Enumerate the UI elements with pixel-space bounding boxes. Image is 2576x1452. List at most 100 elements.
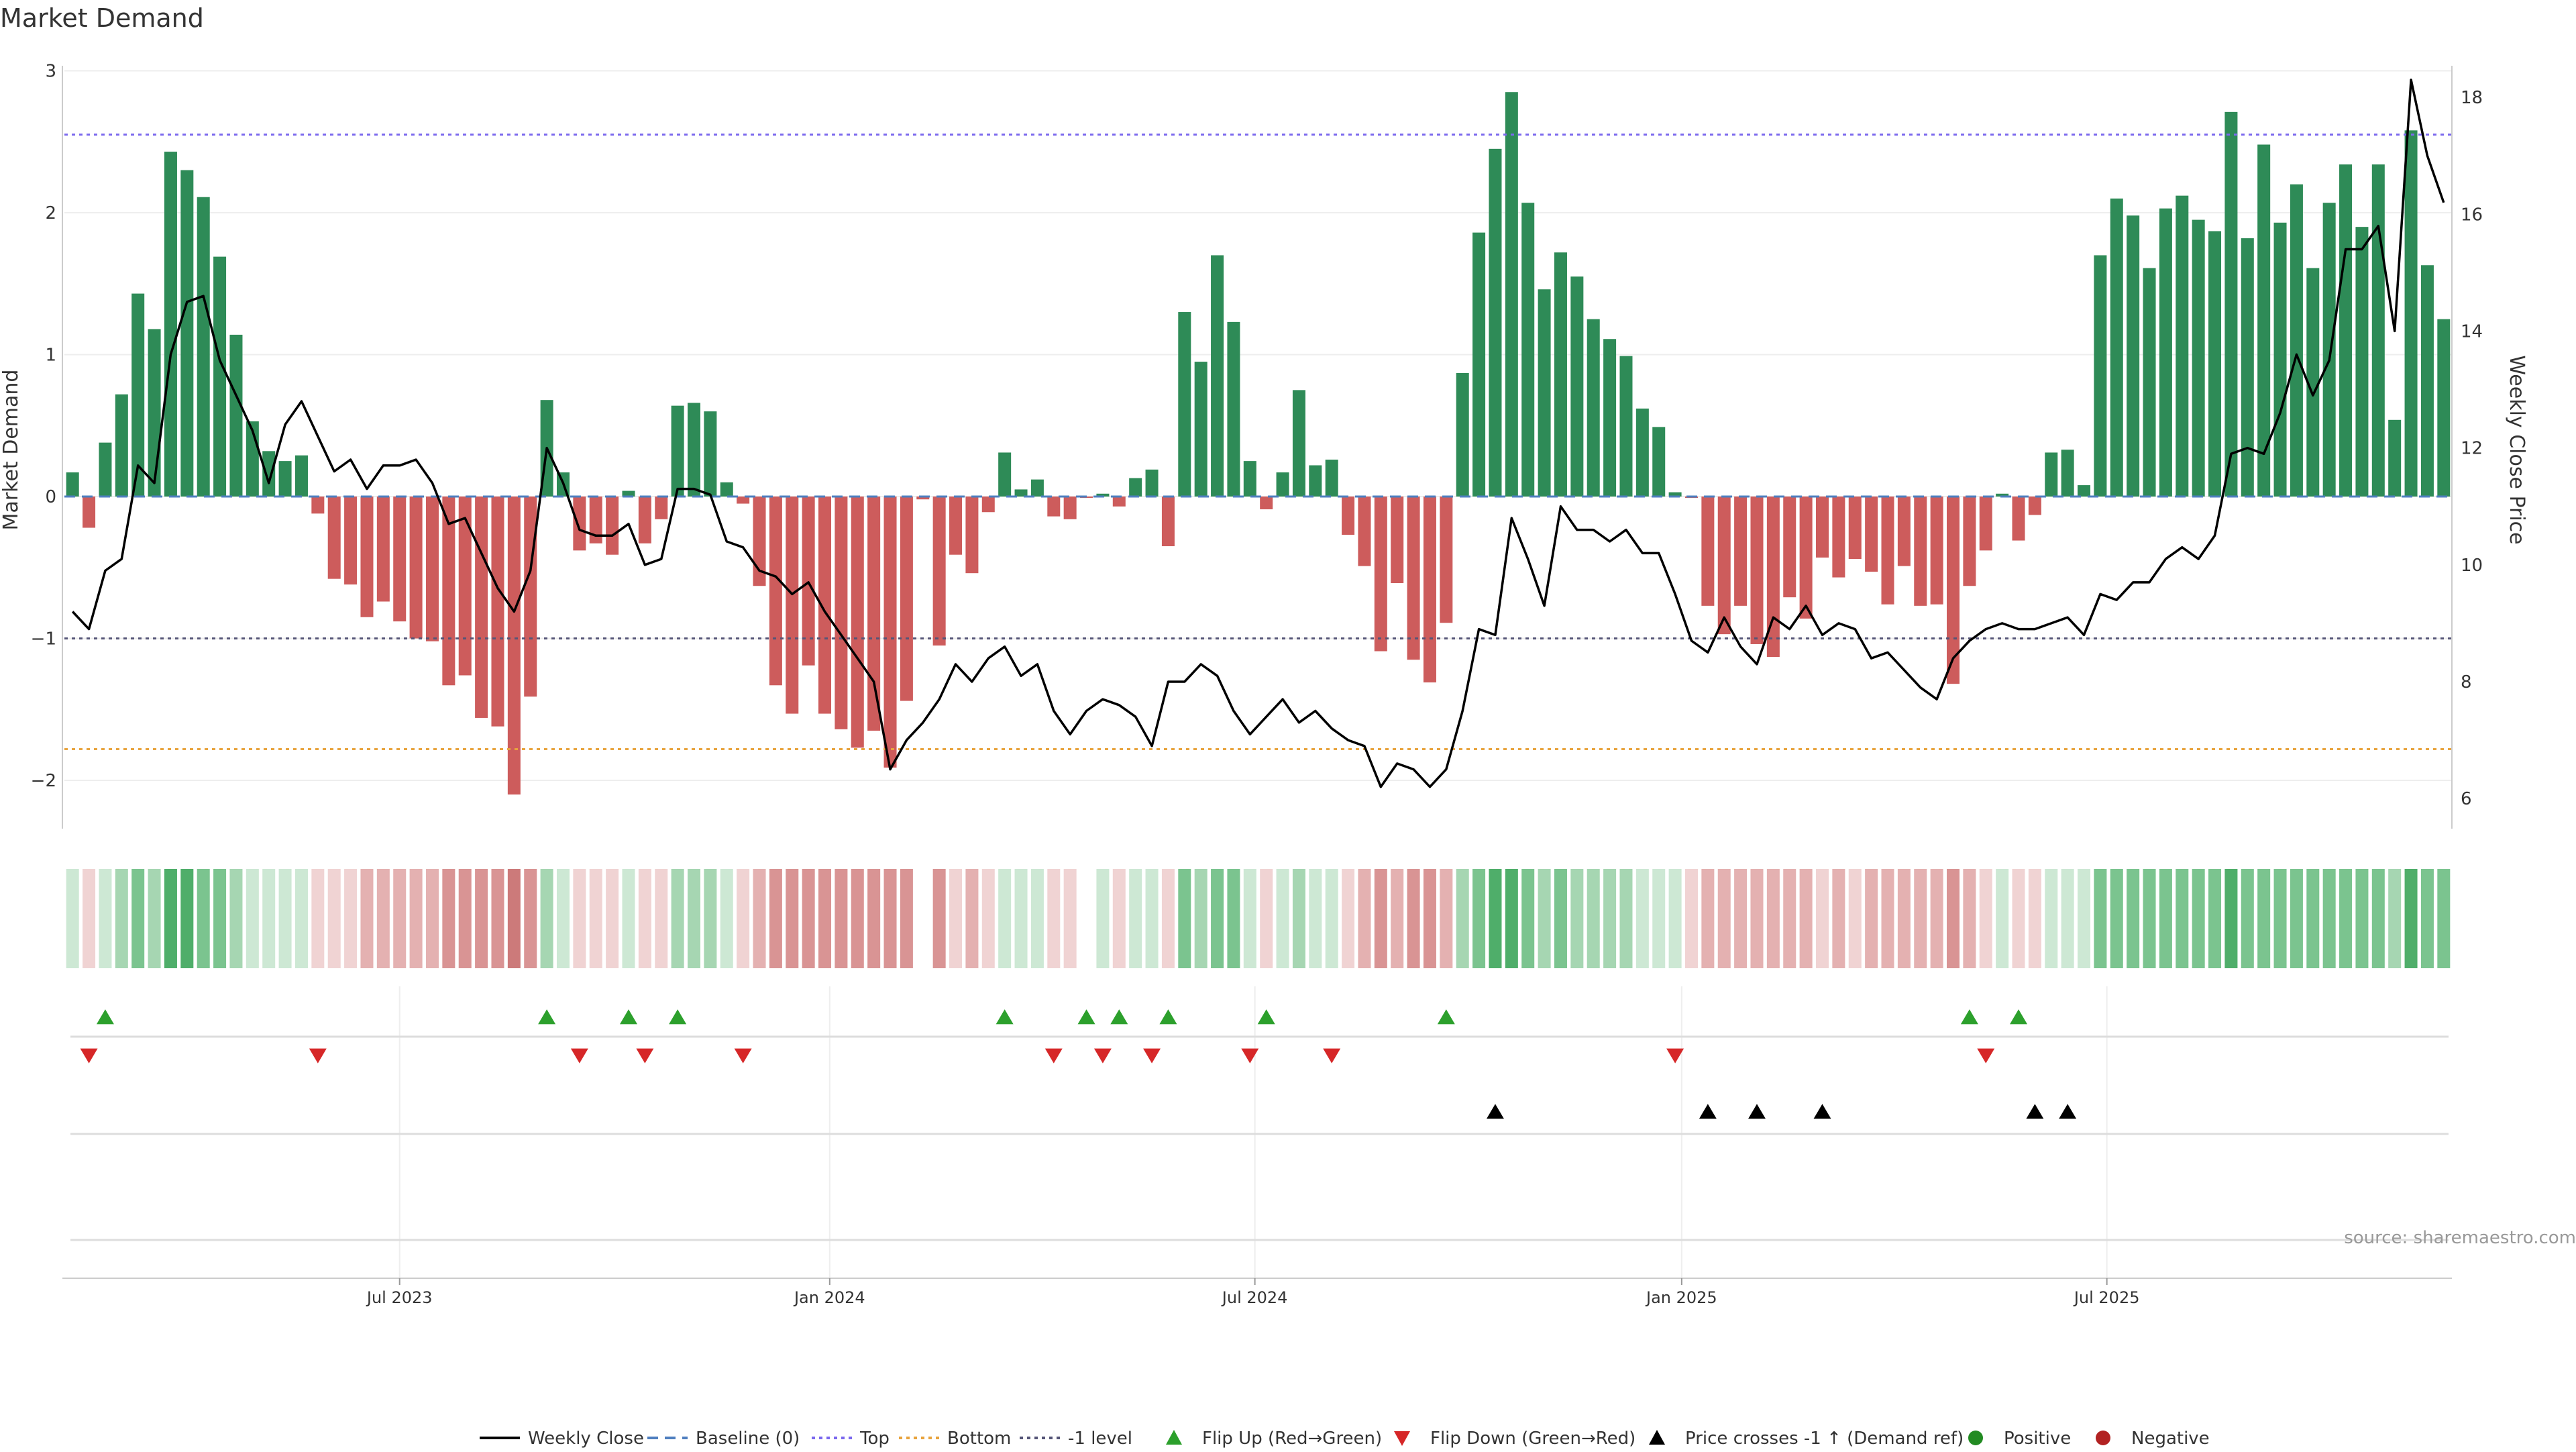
strength-strip-cell: [83, 869, 96, 968]
y2-axis-label: Weekly Close Price: [2505, 355, 2528, 544]
strength-strip-cell: [671, 869, 684, 968]
demand-bar: [671, 405, 684, 497]
strength-strip-cell: [818, 869, 832, 968]
demand-bar: [148, 329, 161, 497]
strength-strip-cell: [1391, 869, 1404, 968]
strength-strip-cell: [2012, 869, 2025, 968]
demand-bar: [573, 497, 586, 551]
strength-strip-cell: [1161, 869, 1175, 968]
demand-bar: [425, 497, 439, 641]
flip-down-marker: [570, 1048, 588, 1064]
flip-up-marker: [619, 1009, 637, 1025]
demand-bar: [1881, 497, 1894, 605]
demand-bar: [344, 497, 358, 585]
demand-bar: [327, 497, 341, 579]
demand-bar: [458, 497, 472, 676]
demand-bar: [1407, 497, 1420, 660]
flip-up-marker: [96, 1009, 114, 1025]
strength-strip-cell: [1489, 869, 1502, 968]
demand-bar: [998, 452, 1012, 497]
strength-strip-cell: [1407, 869, 1420, 968]
legend-label: -1 level: [1068, 1429, 1132, 1449]
strength-strip-cell: [2045, 869, 2058, 968]
strength-strip-cell: [2127, 869, 2140, 968]
strength-strip-cell: [360, 869, 374, 968]
strength-strip-cell: [1996, 869, 2009, 968]
demand-bar: [720, 482, 733, 497]
strength-strip-cell: [965, 869, 979, 968]
y-tick-label: −1: [31, 629, 56, 650]
demand-bar: [2061, 450, 2074, 497]
strength-strip-cell: [2306, 869, 2320, 968]
strength-strip-cell: [66, 869, 79, 968]
demand-bar: [294, 455, 308, 497]
strength-strip-cell: [835, 869, 848, 968]
strength-strip-cell: [1243, 869, 1256, 968]
strength-strip-cell: [1668, 869, 1682, 968]
demand-bar: [1652, 427, 1666, 497]
demand-bar: [1178, 312, 1191, 497]
demand-bar: [409, 497, 423, 639]
flip-down-marker: [80, 1048, 98, 1064]
demand-bar: [1145, 469, 1159, 497]
strength-strip-cell: [229, 869, 243, 968]
strength-strip-cell: [2159, 869, 2172, 968]
strength-strip-cell: [2110, 869, 2123, 968]
strength-strip-cell: [1619, 869, 1633, 968]
demand-bar: [1734, 497, 1748, 606]
demand-bar: [1129, 478, 1142, 497]
demand-bar: [1325, 460, 1338, 497]
strength-strip-cell: [1603, 869, 1617, 968]
demand-bar: [1766, 497, 1780, 657]
flip-up-marker: [996, 1009, 1014, 1025]
y2-tick-label: 16: [2461, 205, 2483, 225]
demand-bar: [1750, 497, 1764, 644]
strength-strip-cell: [2355, 869, 2369, 968]
strength-strip-cell: [1865, 869, 1878, 968]
demand-bar: [1194, 362, 1208, 497]
strength-strip-cell: [2208, 869, 2222, 968]
strength-strip-cell: [1815, 869, 1829, 968]
demand-bar: [376, 497, 390, 602]
demand-bar: [2420, 265, 2434, 497]
flip-down-marker: [1044, 1048, 1063, 1064]
strength-strip-cell: [2437, 869, 2451, 968]
strength-strip-cell: [2192, 869, 2205, 968]
demand-bar: [2322, 203, 2336, 497]
strength-strip-cell: [1014, 869, 1028, 968]
strength-strip-cell: [949, 869, 963, 968]
strength-strip-cell: [1325, 869, 1338, 968]
legend-label: Price crosses -1 ↑ (Demand ref): [1685, 1429, 1964, 1449]
demand-bar: [622, 490, 635, 497]
strength-strip-cell: [458, 869, 472, 968]
demand-bar: [1587, 319, 1600, 497]
strength-strip-cell: [1914, 869, 1927, 968]
strength-strip-cell: [1930, 869, 1943, 968]
demand-bar: [1717, 497, 1731, 635]
demand-bar: [2388, 419, 2402, 497]
y-tick-label: 2: [45, 203, 56, 223]
demand-bar: [900, 497, 913, 701]
demand-bar: [1423, 497, 1436, 683]
demand-bar: [2355, 227, 2369, 497]
demand-bar: [1374, 497, 1387, 652]
demand-bar: [2192, 219, 2205, 497]
strength-strip-cell: [1554, 869, 1567, 968]
strength-strip-cell: [344, 869, 358, 968]
demand-bar: [867, 497, 881, 731]
demand-bar: [180, 170, 194, 497]
demand-bar: [278, 461, 292, 497]
legend-label: Top: [859, 1429, 890, 1449]
strength-strip-cell: [786, 869, 799, 968]
demand-bar: [66, 472, 79, 497]
strength-strip-cell: [704, 869, 717, 968]
strength-strip-cell: [246, 869, 259, 968]
legend-label: Positive: [2004, 1429, 2071, 1449]
strength-strip-cell: [1538, 869, 1551, 968]
demand-bar: [981, 497, 995, 513]
strength-strip-cell: [327, 869, 341, 968]
flip-down-marker: [636, 1048, 654, 1064]
strength-strip-cell: [262, 869, 276, 968]
demand-bar: [2290, 184, 2303, 497]
